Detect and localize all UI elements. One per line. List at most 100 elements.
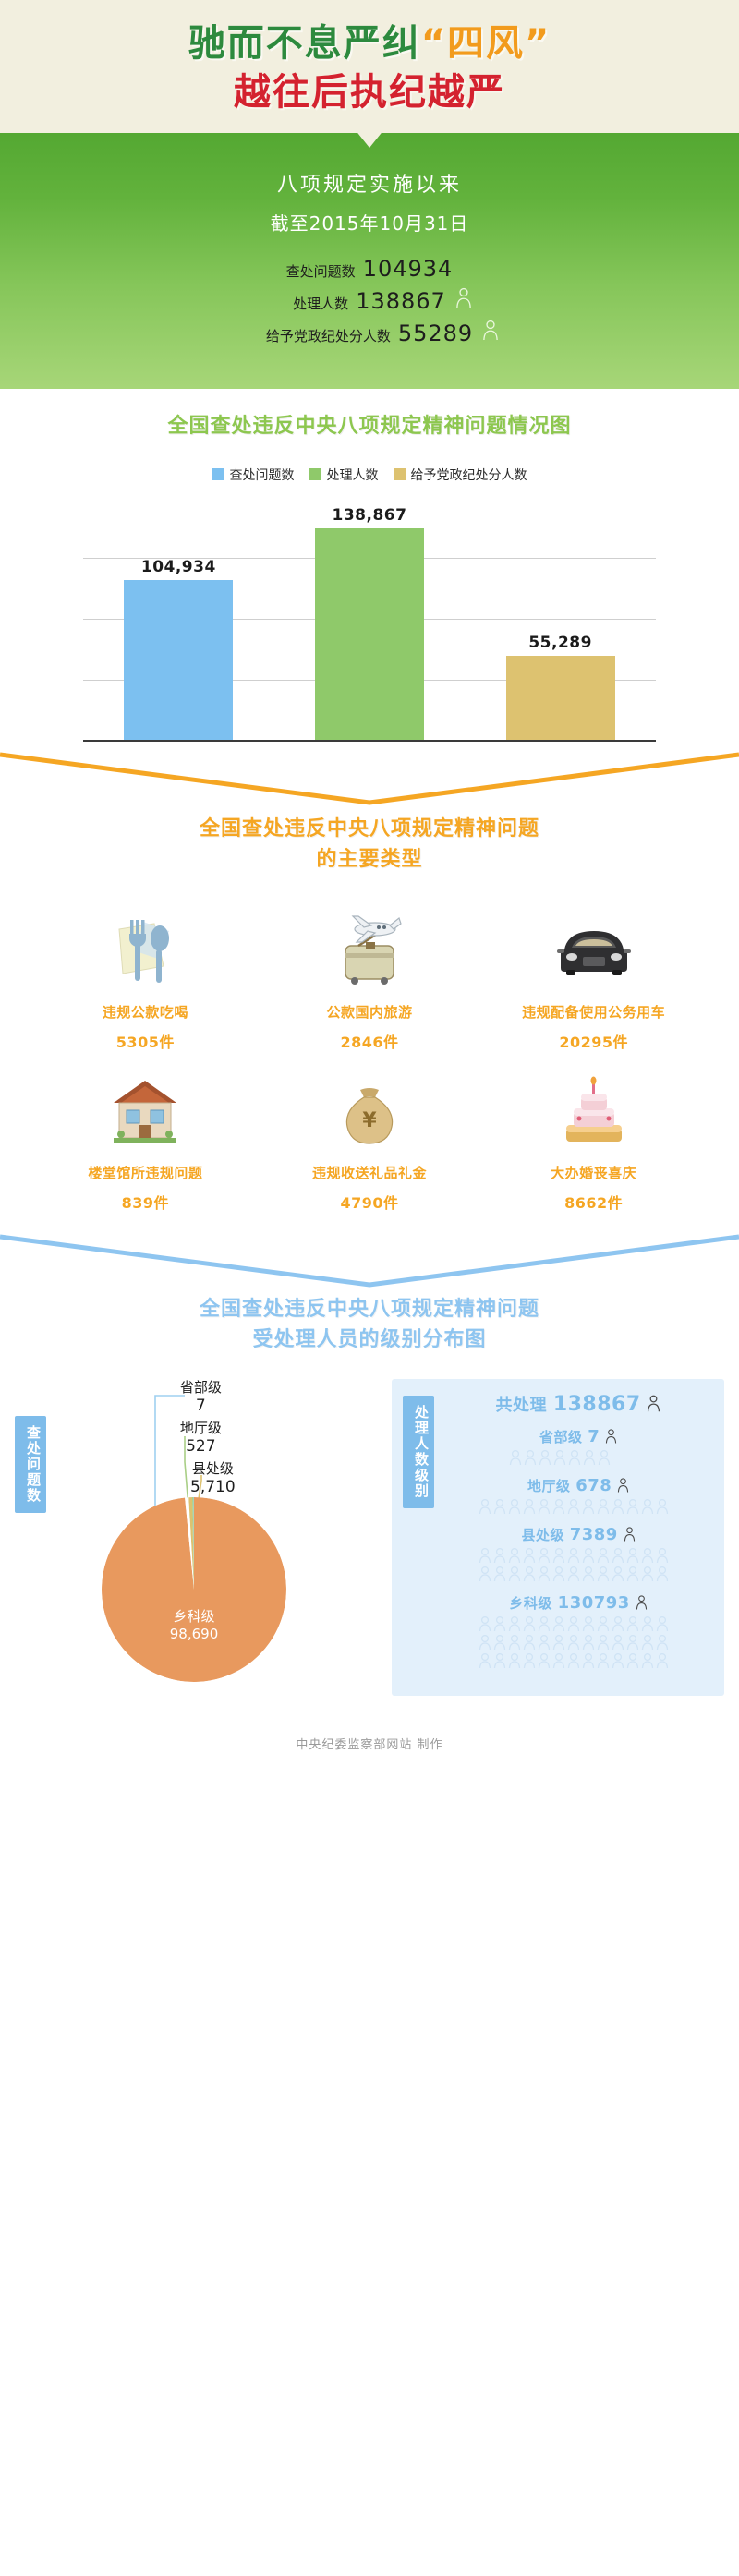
type-label: 楼堂馆所违规问题	[88, 1164, 203, 1181]
bar-rect	[505, 655, 615, 740]
level-header: 乡科级 130793	[443, 1593, 713, 1613]
bar-value-label: 55,289	[528, 633, 592, 652]
pie-slices	[102, 1496, 286, 1682]
legend-item: 给予党政纪处分人数	[393, 466, 527, 484]
type-item: 违规公款吃喝 5305件	[33, 899, 258, 1052]
pie-callout-label: 省部级	[179, 1378, 222, 1396]
luggage-plane-icon	[258, 899, 482, 1000]
types-title-line2: 的主要类型	[316, 847, 423, 871]
summary-subtitle: 八项规定实施以来	[276, 174, 462, 197]
level-value: 130793	[557, 1592, 630, 1613]
level-dot-row	[443, 1449, 713, 1468]
level-label: 乡科级	[509, 1594, 552, 1612]
pie-plot: 省部级 7 地厅级 527 县处级 5,710	[46, 1379, 388, 1682]
person-icon	[480, 320, 501, 345]
pie-callout-label: 地厅级	[179, 1419, 222, 1436]
footer-credit: 中央纪委监察部网站 制作	[296, 1738, 443, 1753]
cutlery-icon	[33, 899, 258, 1000]
person-icon	[636, 1594, 647, 1610]
type-value: 839件	[121, 1193, 170, 1212]
person-icon	[605, 1429, 617, 1444]
pie-callout-value: 5,710	[190, 1477, 236, 1496]
level-value: 7389	[569, 1525, 618, 1545]
bar-chart-plot: 104,934 138,867 55,289	[83, 497, 656, 742]
chevron-down-icon	[0, 752, 739, 805]
bar-chart-section: 全国查处违反中央八项规定精神问题情况图 查处问题数 处理人数 给予党政纪处分人数	[0, 389, 739, 751]
level-label: 县处级	[521, 1527, 564, 1544]
person-icon	[648, 1395, 660, 1412]
person-dots	[509, 1449, 610, 1465]
type-label: 公款国内旅游	[326, 1003, 413, 1021]
bar-rect	[314, 527, 424, 740]
main-title-line1: 驰而不息严纠“四风”	[0, 20, 739, 67]
levels-total-label: 共处理	[495, 1395, 548, 1415]
legend-label: 查处问题数	[229, 467, 295, 483]
summary-band: 八项规定实施以来 截至2015年10月31日 查处问题数 104934 处理人数…	[0, 133, 739, 389]
summary-date: 截至2015年10月31日	[270, 212, 469, 235]
pie-vertical-tab: 查处问题数	[15, 1415, 46, 1513]
summary-row: 查处问题数 104934	[0, 256, 739, 282]
levels-list: 共处理 138867 省部级 7	[443, 1392, 713, 1679]
levels-content-row: 查处问题数 省部级 7	[0, 1378, 739, 1697]
infographic-page: 驰而不息严纠“四风” 越往后执纪越严 八项规定实施以来 截至2015年10月31…	[0, 0, 739, 1769]
types-grid: 违规公款吃喝 5305件	[0, 899, 739, 1213]
summary-row-label: 处理人数	[293, 296, 349, 312]
type-value: 2846件	[340, 1033, 399, 1051]
cake-icon	[481, 1059, 706, 1161]
pie-callout-labels: 省部级 7 地厅级 527 县处级 5,710	[166, 1379, 236, 1497]
level-header: 县处级 7389	[443, 1525, 713, 1544]
types-title-line1: 全国查处违反中央八项规定精神问题	[199, 816, 539, 841]
bar-item: 55,289	[505, 497, 615, 740]
level-header: 地厅级 678	[443, 1476, 713, 1495]
level-label: 省部级	[539, 1428, 583, 1445]
type-item: 公款国内旅游 2846件	[258, 899, 482, 1052]
legend-swatch	[309, 468, 321, 481]
summary-row-value: 138867	[356, 288, 446, 314]
person-dots	[479, 1566, 669, 1582]
bar-value-label: 104,934	[140, 557, 216, 576]
blue-chevron-divider	[0, 1232, 739, 1290]
summary-row-value: 55289	[397, 320, 474, 346]
levels-title-line1: 全国查处违反中央八项规定精神问题	[199, 1297, 539, 1321]
main-title-quoted: “四风”	[420, 22, 551, 65]
levels-total: 共处理 138867	[443, 1392, 713, 1416]
pie-main-slice-label: 乡科级 98,690	[134, 1608, 254, 1644]
building-icon	[33, 1059, 258, 1161]
person-icon	[624, 1527, 635, 1542]
levels-title-line2: 受处理人员的级别分布图	[252, 1327, 487, 1351]
bar-item: 104,934	[124, 497, 234, 740]
pie-chart-column: 查处问题数 省部级 7	[15, 1379, 388, 1682]
bar-chart-legend: 查处问题数 处理人数 给予党政纪处分人数	[0, 466, 739, 484]
level-item: 县处级 7389	[443, 1525, 713, 1584]
summary-row: 给予党政纪处分人数 55289	[0, 320, 739, 346]
type-label: 大办婚丧喜庆	[551, 1164, 637, 1181]
levels-vertical-tab: 处理人数级别	[403, 1395, 434, 1508]
legend-swatch	[393, 468, 406, 481]
type-label: 违规公款吃喝	[102, 1003, 188, 1021]
money-bag-icon: ¥	[258, 1059, 482, 1161]
pie-main-value: 98,690	[169, 1626, 219, 1643]
pie-callout: 地厅级 527	[166, 1420, 236, 1457]
type-value: 4790件	[340, 1193, 399, 1212]
x-axis-line	[83, 739, 656, 742]
levels-panel: 处理人数级别 共处理 138867 省部级 7	[392, 1378, 724, 1697]
level-item: 地厅级 678	[443, 1476, 713, 1517]
level-item: 乡科级 130793	[443, 1593, 713, 1672]
bar-value-label: 138,867	[332, 505, 407, 525]
summary-row: 处理人数 138867	[0, 287, 739, 314]
chevron-down-icon	[0, 1234, 739, 1288]
pie-main-label: 乡科级	[173, 1607, 215, 1625]
person-dots	[479, 1548, 669, 1564]
type-item: ¥ 违规收送礼品礼金 4790件	[258, 1059, 482, 1213]
level-value: 678	[575, 1475, 612, 1495]
type-label: 违规收送礼品礼金	[311, 1164, 427, 1181]
levels-section: 全国查处违反中央八项规定精神问题 受处理人员的级别分布图 查处问题数	[0, 1289, 739, 1713]
levels-title: 全国查处违反中央八项规定精神问题 受处理人员的级别分布图	[0, 1294, 739, 1355]
legend-label: 给予党政纪处分人数	[410, 467, 527, 483]
type-value: 5305件	[115, 1033, 175, 1051]
person-dots	[479, 1615, 669, 1631]
summary-row-label: 查处问题数	[285, 263, 356, 280]
bar-rect	[124, 579, 234, 740]
pie-callout: 省部级 7	[166, 1379, 236, 1416]
level-label: 地厅级	[527, 1477, 571, 1494]
